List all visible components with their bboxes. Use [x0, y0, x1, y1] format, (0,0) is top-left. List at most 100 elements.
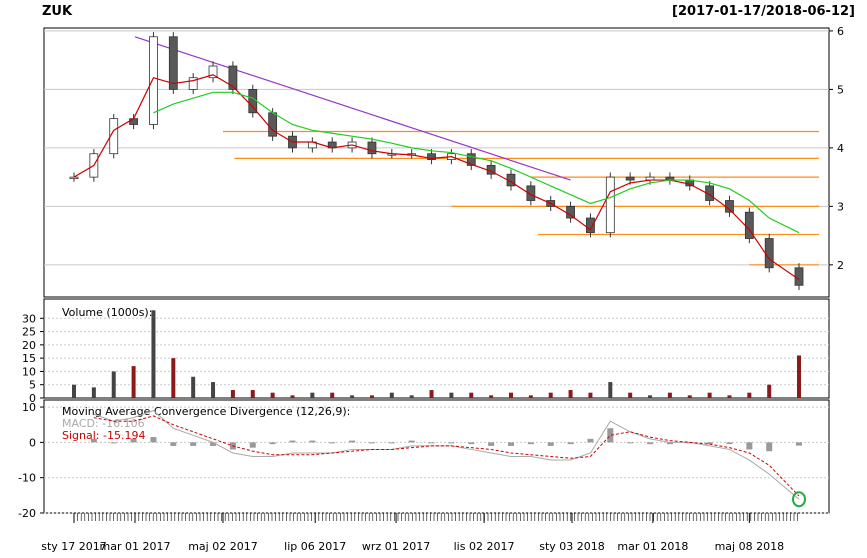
macd-hist-bar	[90, 438, 97, 443]
volume-bar	[489, 395, 494, 398]
macd-hist-bar	[647, 442, 654, 445]
macd-title: Moving Average Convergence Divergence (1…	[62, 405, 350, 418]
volume-bar	[588, 392, 593, 398]
macd-hist-bar	[309, 440, 316, 443]
volume-tick-label: 5	[29, 379, 36, 392]
volume-bar	[608, 382, 613, 398]
volume-bar	[429, 390, 434, 398]
macd-tick-label: -20	[18, 507, 36, 520]
macd-hist-bar	[488, 442, 495, 446]
volume-bar	[469, 392, 474, 398]
signal-line	[93, 415, 800, 497]
x-tick-label: lis 02 2017	[454, 540, 515, 553]
volume-bar	[230, 390, 235, 398]
candle	[149, 36, 158, 125]
macd-panel: -20 -10 0 10 Moving Average Convergence Dive…	[18, 399, 830, 520]
macd-hist-bar	[766, 442, 773, 452]
macd-hist-bar	[607, 428, 614, 443]
macd-hist-bar	[547, 442, 554, 446]
candle	[725, 200, 734, 213]
volume-frame	[43, 298, 830, 399]
price-frame	[43, 27, 830, 298]
x-tick-label: maj 08 2018	[715, 540, 785, 553]
macd-hist-bar	[726, 442, 733, 445]
candle	[566, 205, 575, 219]
macd-tick-label: 0	[29, 436, 36, 449]
volume-bar	[310, 392, 315, 398]
volume-tick-label: 20	[22, 339, 36, 352]
candle	[208, 65, 218, 79]
volume-bar	[548, 392, 553, 398]
macd-hist-bar	[190, 442, 197, 446]
volume-bar	[767, 384, 772, 398]
volume-bar	[111, 371, 116, 398]
x-tick-label: wrz 01 2017	[362, 540, 430, 553]
macd-hist-bar	[706, 442, 713, 445]
volume-bar	[528, 395, 533, 398]
price-tick-label: 5	[837, 83, 844, 96]
x-tick-label: sty 17 2017	[41, 540, 107, 553]
macd-hist-bar	[746, 442, 753, 450]
candle	[228, 65, 238, 90]
macd-hist-bar	[110, 442, 117, 444]
volume-bar	[211, 382, 216, 398]
macd-hist-bar	[627, 442, 634, 444]
candle	[427, 153, 436, 160]
volume-bar	[171, 358, 176, 398]
volume-bar	[747, 392, 752, 398]
candle	[625, 176, 635, 181]
candle	[586, 217, 595, 234]
macd-frame	[43, 399, 830, 514]
volume-tick-label: 15	[22, 352, 36, 365]
candle	[526, 185, 536, 201]
volume-tick-label: 30	[22, 312, 36, 325]
volume-bar	[330, 392, 335, 398]
macd-legend-macd: MACD: -16.106	[62, 417, 145, 430]
candle	[188, 77, 198, 90]
macd-hist-bar	[210, 442, 217, 446]
candle	[248, 89, 258, 114]
candle	[109, 118, 119, 155]
volume-bar	[667, 392, 672, 398]
macd-legend-signal: Signal: -15.194	[62, 429, 145, 442]
candle	[794, 267, 804, 286]
macd-hist-bar	[587, 438, 594, 443]
macd-highlight-circle	[792, 491, 806, 508]
volume-title: Volume (1000s):	[62, 306, 152, 319]
volume-bar	[250, 390, 255, 398]
macd-hist-bar	[269, 442, 276, 445]
volume-bar	[369, 395, 374, 398]
macd-hist-bar	[408, 440, 415, 443]
volume-bar	[290, 395, 295, 398]
candle	[168, 36, 178, 90]
volume-bar	[727, 395, 732, 398]
candle	[466, 153, 476, 166]
macd-hist-bar	[150, 437, 157, 443]
volume-bar	[568, 390, 573, 398]
candle	[605, 176, 615, 234]
volume-bar	[648, 395, 653, 398]
price-tick-label: 3	[837, 200, 844, 213]
candle	[764, 238, 774, 269]
price-panel: 2 3 4 5 6	[43, 25, 844, 298]
volume-bar	[409, 395, 414, 398]
date-range: [2017-01-17/2018-06-12]	[672, 4, 855, 19]
volume-bar	[91, 387, 96, 398]
macd-hist-bar	[468, 442, 475, 445]
ma-long-line	[153, 91, 800, 234]
price-tick-label: 6	[837, 25, 844, 38]
volume-bar	[389, 392, 394, 398]
ticker-title: ZUK	[42, 4, 73, 19]
price-tick-label: 2	[837, 259, 844, 272]
candle	[129, 118, 138, 125]
macd-hist-bar	[428, 442, 435, 444]
x-tick-label: maj 02 2017	[188, 540, 258, 553]
candle	[367, 141, 377, 155]
macd-hist-bar	[329, 442, 336, 444]
x-tick-label: lip 06 2017	[284, 540, 346, 553]
candle	[69, 176, 79, 180]
